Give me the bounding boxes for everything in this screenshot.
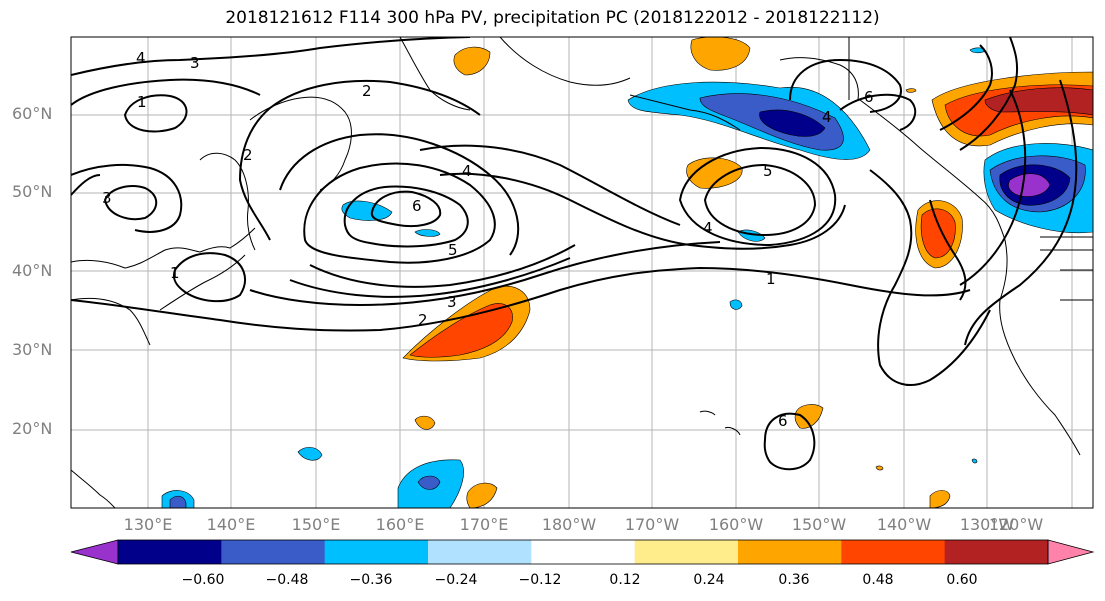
contour-label: 3 (190, 54, 200, 72)
colorbar-segment (634, 540, 739, 564)
lon-label: 130°W (959, 515, 1015, 534)
colorbar-tick-label: −0.48 (265, 572, 309, 588)
colorbar-segment (841, 540, 946, 564)
colorbar-tick-label: 0.48 (862, 572, 894, 588)
contour-label: 4 (703, 219, 713, 237)
contour-label: 5 (763, 162, 773, 180)
contour-label: 3 (447, 293, 457, 311)
lon-label: 170°E (459, 515, 509, 534)
contour-labels: 4 3 1 2 3 2 4 6 5 3 2 1 4 6 5 1 4 6 (102, 49, 874, 430)
colorbar-tick-label: 0.60 (946, 572, 978, 588)
lon-label: 140°W (876, 515, 932, 534)
lat-label: 30°N (12, 340, 53, 359)
lat-label: 60°N (12, 104, 53, 123)
lon-label: 160°E (375, 515, 425, 534)
contour-label: 1 (766, 270, 776, 288)
lon-label: 130°E (123, 515, 173, 534)
colorbar-segment (118, 540, 222, 564)
colorbar-tick-label: 0.24 (693, 572, 725, 588)
lat-label: 40°N (12, 261, 53, 280)
colorbar-outline (117, 539, 1049, 565)
colorbar-tick-label: −0.24 (434, 572, 478, 588)
colorbar (70, 539, 1095, 565)
colorbar-tick-label: −0.60 (181, 572, 225, 588)
colorbar-segment (221, 540, 326, 564)
contour-label: 1 (137, 93, 147, 111)
lat-label: 20°N (12, 419, 53, 438)
coastlines (71, 37, 1093, 508)
lon-label: 160°W (708, 515, 764, 534)
contour-label: 4 (136, 49, 146, 67)
colorbar-segment (428, 540, 532, 564)
contour-label: 2 (418, 311, 428, 329)
colorbar-segment (324, 540, 429, 564)
lon-label: 140°E (206, 515, 256, 534)
contour-label: 6 (864, 88, 874, 106)
contour-label: 4 (462, 162, 472, 180)
colorbar-segment (531, 540, 636, 564)
chart-title: 2018121612 F114 300 hPa PV, precipitatio… (225, 8, 880, 28)
colorbar-extend-low (70, 539, 119, 565)
contour-label: 1 (170, 264, 180, 282)
lon-label: 150°E (291, 515, 341, 534)
colorbar-tick-label: −0.12 (518, 572, 562, 588)
contour-label: 6 (412, 197, 422, 215)
colorbar-tick-label: −0.36 (349, 572, 393, 588)
colorbar-tick-label: 0.12 (609, 572, 641, 588)
lon-label: 170°W (624, 515, 680, 534)
colorbar-segment (944, 540, 1049, 564)
colorbar-extend-high (1047, 539, 1095, 565)
contour-label: 6 (778, 412, 788, 430)
map-frame (70, 36, 1094, 509)
contour-label: 4 (822, 108, 832, 126)
lat-label: 50°N (12, 182, 53, 201)
precip-shading (161, 37, 1093, 508)
colorbar-segment (738, 540, 842, 564)
contour-label: 2 (362, 82, 372, 100)
lon-label: 120°W (988, 515, 1044, 534)
lon-label: 180°W (541, 515, 597, 534)
colorbar-tick-label: 0.36 (778, 572, 810, 588)
lon-label: 150°W (791, 515, 847, 534)
gridlines (71, 37, 1093, 508)
contour-label: 2 (243, 146, 253, 164)
contour-label: 3 (102, 189, 112, 207)
contour-label: 5 (448, 241, 458, 259)
pv-contours (71, 37, 1078, 471)
